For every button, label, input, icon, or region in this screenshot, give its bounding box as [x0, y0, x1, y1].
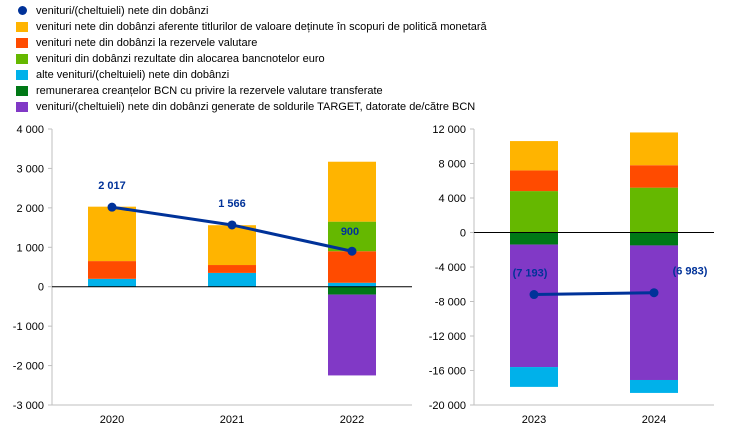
- net-interest-point-2024: [649, 288, 659, 298]
- net-interest-point-2023: [529, 290, 539, 300]
- bar-segment-remunerare-2022: [328, 286, 376, 295]
- bar-segment-alte-2022: [328, 282, 376, 287]
- x-tick-label: 2023: [522, 414, 546, 426]
- legend-item-rezerve: venituri nete din dobânzi la rezervele v…: [16, 35, 257, 50]
- y-tick-label: 12 000: [432, 124, 466, 136]
- legend-item-titluri: venituri nete din dobânzi aferente titlu…: [16, 19, 487, 34]
- bar-segment-titluri-2023: [510, 141, 558, 171]
- legend-swatch-titluri: [16, 21, 28, 32]
- bar-segment-titluri-2024: [630, 132, 678, 166]
- net-interest-line: [533, 291, 655, 297]
- y-tick-label: -2 000: [13, 361, 44, 373]
- y-tick-label: -16 000: [429, 366, 466, 378]
- legend-label-net: venituri/(cheltuieli) nete din dobânzi: [36, 4, 209, 17]
- y-tick-label: -4 000: [435, 262, 466, 274]
- legend-item-remunerare: remunerarea creanțelor BCN cu privire la…: [16, 83, 383, 98]
- bar-segment-alte-2024: [630, 379, 678, 393]
- bar-segment-target-2023: [510, 244, 558, 368]
- y-tick-label: -12 000: [429, 331, 466, 343]
- bar-segment-remunerare-2023: [510, 232, 558, 245]
- bar-segment-alte-2021: [208, 272, 256, 287]
- net-interest-label-2022: 900: [341, 226, 359, 238]
- legend-swatch-alocare: [16, 53, 28, 64]
- net-interest-label-2024: (6 983): [673, 266, 708, 278]
- y-tick-label: 0: [460, 228, 466, 240]
- legend-label-alte: alte venituri/(cheltuieli) nete din dobâ…: [36, 68, 230, 81]
- y-tick-label: -3 000: [13, 400, 44, 412]
- bar-segment-target-2022: [328, 294, 376, 376]
- legend-swatch-alte: [16, 69, 28, 80]
- net-interest-label-2020: 2 017: [98, 180, 126, 192]
- net-interest-label-2023: (7 193): [513, 268, 548, 280]
- y-tick-label: -8 000: [435, 297, 466, 309]
- chart-panel-left: -3 000 -2 000 -1 000 0 1 000 2 000 3 000 4 000 2…: [13, 124, 412, 426]
- bar-segment-alte-2023: [510, 367, 558, 387]
- chart-panel-right: -20 000 -16 000 -12 000 -8 000 -4 000 0 4 000 8…: [429, 124, 714, 426]
- bar-segment-alte-2020: [88, 278, 136, 287]
- y-tick-label: 1 000: [16, 242, 44, 254]
- y-tick-label: 8 000: [438, 159, 466, 171]
- net-interest-point-2021: [227, 220, 237, 230]
- legend-label-rezerve: venituri nete din dobânzi la rezervele v…: [36, 36, 258, 49]
- bar-segment-alocare-2023: [510, 191, 558, 233]
- legend: venituri/(cheltuieli) nete din dobânzi v…: [0, 0, 744, 120]
- legend-item-net: venituri/(cheltuieli) nete din dobânzi: [16, 3, 208, 18]
- legend-item-alocare: venituri din dobânzi rezultate din aloca…: [16, 51, 325, 66]
- bar-segment-titluri-2021: [208, 225, 256, 266]
- legend-swatch-remunerare: [16, 85, 28, 96]
- legend-item-target: venituri/(cheltuieli) nete din dobânzi g…: [16, 99, 475, 114]
- x-tick-label: 2022: [340, 414, 364, 426]
- legend-label-target: venituri/(cheltuieli) nete din dobânzi g…: [36, 100, 476, 113]
- legend-swatch-target: [16, 101, 28, 112]
- bar-segment-rezerve-2020: [88, 261, 136, 279]
- bar-segment-remunerare-2024: [630, 232, 678, 246]
- legend-swatch-rezerve: [16, 37, 28, 48]
- y-tick-label: -1 000: [13, 321, 44, 333]
- bar-segment-rezerve-2022: [328, 251, 376, 283]
- bar-segment-rezerve-2024: [630, 165, 678, 188]
- legend-item-alte: alte venituri/(cheltuieli) nete din dobâ…: [16, 67, 229, 82]
- net-interest-point-2020: [107, 202, 117, 212]
- bar-segment-target-2024: [630, 245, 678, 380]
- bar-segment-rezerve-2023: [510, 170, 558, 192]
- y-tick-label: 4 000: [16, 124, 44, 136]
- legend-label-alocare: venituri din dobânzi rezultate din aloca…: [36, 52, 325, 65]
- y-tick-label: 2 000: [16, 203, 44, 215]
- bar-segment-titluri-2020: [88, 206, 136, 262]
- y-tick-label: -20 000: [429, 400, 466, 412]
- x-tick-label: 2021: [220, 414, 244, 426]
- x-tick-label: 2024: [642, 414, 666, 426]
- legend-label-titluri: venituri nete din dobânzi aferente titlu…: [36, 20, 487, 33]
- net-interest-point-2022: [347, 246, 357, 256]
- y-tick-label: 4 000: [438, 193, 466, 205]
- bar-segment-titluri-2022: [328, 161, 376, 222]
- legend-marker-net: [18, 6, 27, 15]
- legend-label-remunerare: remunerarea creanțelor BCN cu privire la…: [36, 84, 383, 97]
- y-tick-label: 3 000: [16, 163, 44, 175]
- x-tick-label: 2020: [100, 414, 124, 426]
- y-tick-label: 0: [38, 282, 44, 294]
- bar-segment-rezerve-2021: [208, 265, 256, 273]
- bar-segment-alocare-2024: [630, 187, 678, 233]
- net-interest-label-2021: 1 566: [218, 198, 246, 210]
